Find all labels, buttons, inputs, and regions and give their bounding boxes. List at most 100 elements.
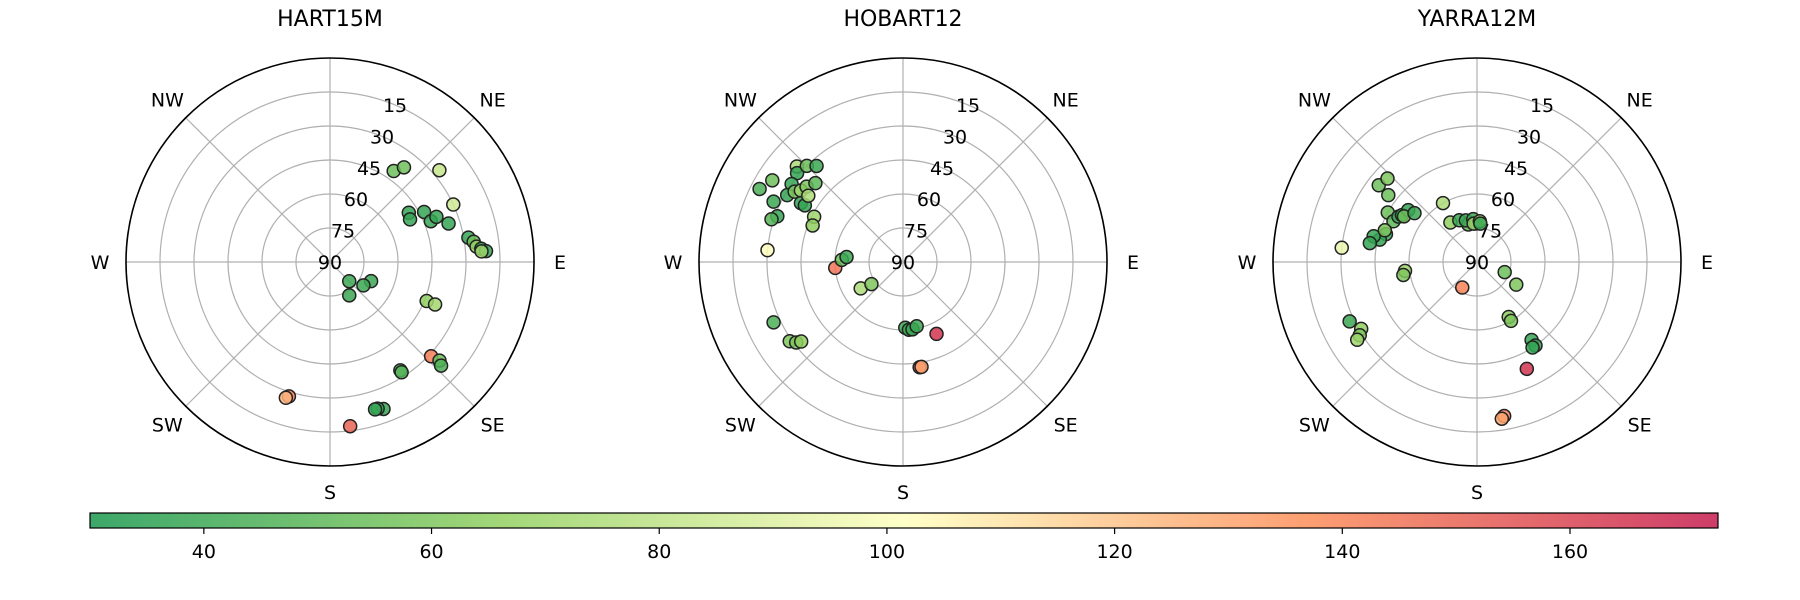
data-point: [341, 273, 357, 289]
data-point: [864, 276, 879, 292]
data-point: [1407, 205, 1422, 221]
colorbar-tick-label: 100: [869, 541, 905, 563]
angular-label-ne: NE: [1053, 89, 1079, 111]
angular-label-sw: SW: [152, 415, 183, 437]
data-point: [427, 297, 443, 312]
data-point: [1377, 223, 1393, 238]
colorbar-tick-label: 160: [1552, 541, 1588, 563]
grid-spoke: [902, 261, 1048, 407]
grid-spoke: [1476, 117, 1622, 263]
radial-tick-label: 30: [1517, 126, 1541, 148]
data-point: [1349, 332, 1365, 348]
data-point: [809, 158, 824, 174]
angular-label-se: SE: [1054, 415, 1078, 437]
radial-tick-label: 60: [344, 189, 368, 211]
radial-tick-label: 45: [1504, 158, 1528, 180]
data-point: [342, 288, 357, 303]
radial-tick-label: 75: [331, 221, 355, 243]
data-point: [1473, 216, 1488, 231]
radial-tick-label: 45: [357, 158, 381, 180]
data-point: [1435, 195, 1451, 211]
data-point: [764, 212, 779, 227]
data-point: [1334, 240, 1349, 256]
polar-panel-hart15m: HART15M 15 30 45 60 75 90 NE E SE S SW W NW: [91, 7, 566, 504]
data-point: [1494, 411, 1510, 426]
data-point: [839, 249, 854, 265]
data-point: [1396, 267, 1411, 283]
grid-spoke: [758, 261, 904, 407]
colorbar-tick-label: 80: [647, 541, 671, 563]
data-point: [914, 359, 929, 375]
colorbar-tick-label: 40: [192, 541, 216, 563]
data-point: [752, 181, 767, 197]
colorbar-strip: [89, 512, 1719, 529]
polar-frame: [698, 57, 1108, 467]
polar-frame: [1272, 57, 1682, 467]
data-point: [909, 319, 924, 334]
data-point: [1497, 264, 1512, 280]
grid-spoke: [329, 117, 475, 263]
data-point: [446, 197, 461, 212]
data-point: [1525, 340, 1540, 355]
angular-label-e: E: [554, 252, 566, 274]
angular-label-s: S: [897, 482, 909, 504]
data-point: [1342, 314, 1357, 329]
panel-title: HART15M: [277, 7, 383, 32]
angular-label-sw: SW: [725, 415, 756, 437]
data-point: [793, 334, 809, 349]
angular-label-e: E: [1701, 252, 1713, 274]
data-point: [433, 358, 449, 373]
grid-spoke: [758, 117, 904, 263]
angular-label-w: W: [1238, 252, 1257, 274]
polar-panel-hobart12: HOBART12 15 30 45 60 75 90 NE E SE S SW W NW: [664, 7, 1139, 504]
panel-title: YARRA12M: [1417, 7, 1537, 32]
angular-label-nw: NW: [151, 89, 184, 111]
data-point: [342, 418, 358, 434]
radial-tick-label: 60: [1491, 189, 1515, 211]
data-point: [1455, 280, 1470, 295]
data-point: [432, 162, 447, 178]
angular-label-w: W: [91, 252, 110, 274]
radial-tick-label: 15: [383, 95, 407, 117]
colorbar-tick-label: 120: [1096, 541, 1132, 563]
data-point: [766, 194, 781, 209]
data-point: [402, 212, 418, 227]
data-point: [396, 160, 412, 175]
data-point: [765, 173, 780, 188]
data-point: [766, 315, 781, 330]
data-point: [1362, 235, 1378, 251]
data-point: [474, 244, 489, 259]
data-point: [801, 188, 816, 203]
data-point: [1509, 277, 1524, 292]
colorbar: 40 60 80 100 120 140 160: [89, 512, 1719, 563]
angular-label-s: S: [324, 482, 336, 504]
grid-spoke: [185, 117, 331, 263]
radial-tick-label: 90: [891, 252, 915, 274]
data-point: [805, 218, 820, 233]
polar-panels: HART15M153045607590NEESESSWWNWHOBART1215…: [91, 7, 1713, 504]
data-point: [367, 402, 383, 417]
angular-label-se: SE: [1628, 415, 1652, 437]
radial-tick-label: 60: [917, 189, 941, 211]
angular-label-e: E: [1127, 252, 1139, 274]
radial-tick-label: 30: [370, 126, 394, 148]
radial-tick-label: 75: [904, 221, 928, 243]
data-point: [929, 326, 944, 342]
radial-tick-label: 90: [1465, 252, 1489, 274]
colorbar-tick-label: 60: [419, 541, 443, 563]
angular-label-nw: NW: [1298, 89, 1331, 111]
data-point: [808, 175, 823, 191]
polar-frame: [125, 57, 535, 467]
grid-spoke: [1332, 261, 1478, 407]
grid-spoke: [1476, 261, 1622, 407]
data-point: [441, 216, 456, 231]
angular-label-ne: NE: [1627, 89, 1653, 111]
angular-label-se: SE: [481, 415, 505, 437]
data-point: [278, 390, 294, 406]
data-point: [429, 209, 444, 225]
radial-tick-label: 45: [930, 158, 954, 180]
data-point: [1380, 171, 1395, 186]
grid-spoke: [1332, 117, 1478, 263]
